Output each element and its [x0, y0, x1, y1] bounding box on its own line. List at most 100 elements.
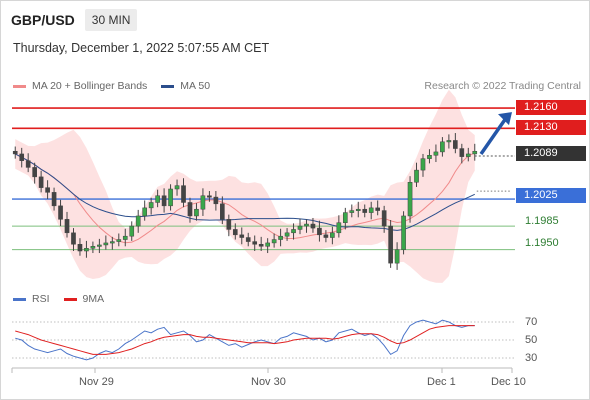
candle-body [181, 185, 186, 203]
candle-body [368, 207, 374, 213]
support-2-label: 1.1950 [525, 237, 559, 249]
candle-body [349, 210, 355, 213]
candle-body [142, 207, 148, 217]
legend-9ma-label: 9MA [82, 293, 105, 305]
x-label-dec1: Dec 1 [427, 376, 456, 388]
rsi-line [15, 319, 475, 361]
rsi-legend: RSI 9MA [13, 293, 118, 305]
candle-body [168, 188, 173, 207]
candle-body [103, 242, 109, 246]
resistance-1-tag: 1.2130 [516, 120, 586, 135]
candle-body [19, 153, 25, 161]
legend-rsi-swatch [13, 297, 26, 301]
candle-body [38, 176, 44, 188]
research-credit: Research © 2022 Trading Central [424, 80, 581, 92]
candle-body [440, 141, 445, 153]
candle-body [453, 140, 458, 149]
candle-body [213, 196, 219, 205]
candle-body [297, 225, 303, 230]
candle-body [45, 187, 50, 193]
candle-body [375, 207, 381, 211]
candle-body [90, 246, 96, 249]
candle-body [12, 150, 18, 155]
candle-body [25, 160, 31, 168]
candle-body [200, 195, 206, 210]
candle-body [388, 225, 393, 264]
candle-body [207, 195, 212, 198]
candle-body [271, 239, 277, 244]
rsi-tick-30: 30 [525, 352, 538, 364]
candle-body [394, 249, 400, 264]
candle-body [323, 234, 329, 238]
candle-body [355, 208, 361, 211]
candle-body [58, 205, 63, 220]
candle-body [77, 244, 83, 252]
support-1-label: 1.1985 [525, 215, 559, 227]
candle-body [278, 235, 283, 240]
x-label-nov29: Nov 29 [79, 376, 114, 388]
candle-body [84, 248, 89, 252]
candle-body [194, 208, 199, 217]
rsi-9ma-line [15, 325, 475, 355]
legend-ma50-swatch [161, 84, 175, 88]
candle-body [446, 140, 452, 143]
candle-body [342, 212, 348, 223]
ma20-line [15, 152, 475, 244]
ma50-line [15, 153, 475, 231]
candle-body [109, 241, 115, 244]
forecast-arrow-head [498, 112, 512, 126]
legend-rsi: RSI [13, 293, 50, 305]
candle-body [64, 219, 70, 234]
candle-body [32, 167, 37, 178]
candle-body [51, 192, 57, 207]
legend-rsi-label: RSI [32, 293, 50, 305]
candle-body [414, 169, 419, 183]
currency-pair: GBP/USD [11, 12, 75, 28]
candle-body [174, 185, 180, 190]
main-legend: MA 20 + Bollinger Bands MA 50 [13, 80, 224, 92]
pivot-tag: 1.2025 [516, 188, 586, 203]
timeframe-badge[interactable]: 30 MIN [84, 9, 138, 31]
legend-ma20: MA 20 + Bollinger Bands [13, 80, 147, 92]
rsi-tick-70: 70 [525, 316, 538, 328]
candle-body [258, 244, 264, 247]
candle-body [155, 195, 160, 203]
candle-body [381, 210, 387, 227]
legend-ma20-swatch [13, 84, 26, 88]
candle-body [459, 148, 465, 157]
candle-body [427, 155, 432, 159]
candle-body [116, 239, 122, 242]
x-label-nov30: Nov 30 [251, 376, 286, 388]
candle-body [129, 225, 135, 237]
candle-body [433, 151, 439, 156]
candle-body [71, 232, 76, 245]
candle-body [226, 219, 232, 230]
candle-body [122, 235, 128, 240]
legend-9ma: 9MA [63, 293, 105, 305]
rsi-tick-50: 50 [525, 334, 538, 346]
legend-ma50-label: MA 50 [180, 80, 211, 92]
candle-body [310, 223, 316, 229]
resistance-2-tag: 1.2160 [516, 100, 586, 115]
timestamp: Thursday, December 1, 2022 5:07:55 AM CE… [13, 41, 270, 55]
candle-body [304, 223, 309, 227]
chart-header: GBP/USD 30 MIN [11, 8, 138, 32]
legend-ma20-label: MA 20 + Bollinger Bands [32, 80, 148, 92]
x-label-dec10: Dec 10 [491, 376, 526, 388]
candle-body [291, 229, 296, 234]
candle-body [148, 202, 154, 209]
candle-body [252, 241, 258, 245]
candle-body [317, 227, 322, 236]
candle-body [401, 215, 406, 250]
bollinger-band [15, 89, 475, 283]
candle-body [362, 208, 368, 213]
legend-9ma-swatch [63, 297, 77, 301]
candle-body [239, 234, 245, 238]
candle-body [472, 150, 478, 155]
candle-body [284, 232, 290, 237]
candle-body [407, 181, 413, 217]
candle-body [330, 232, 335, 238]
candle-body [465, 153, 471, 157]
forecast-arrow-shaft [479, 117, 508, 155]
